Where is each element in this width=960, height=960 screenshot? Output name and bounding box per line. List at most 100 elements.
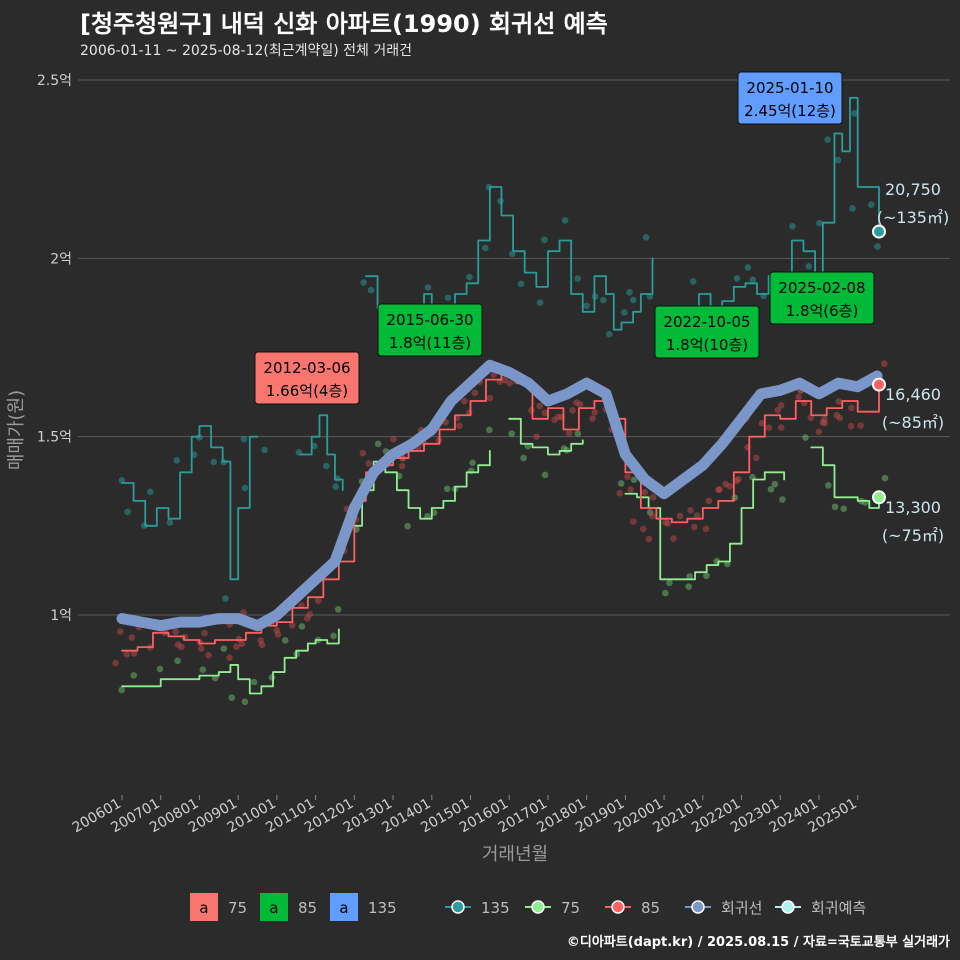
- series-line-75: [121, 628, 340, 695]
- scatter-point: [874, 243, 881, 250]
- scatter-point: [226, 654, 233, 661]
- y-tick-label: 1.5억: [37, 430, 72, 446]
- scatter-point: [172, 628, 179, 636]
- end-point: [872, 224, 886, 239]
- scatter-point: [735, 475, 742, 483]
- scatter-point: [616, 489, 624, 497]
- scatter-point: [726, 482, 733, 490]
- scatter-point: [802, 434, 809, 441]
- legend-label: 75: [228, 899, 247, 917]
- scatter-point: [851, 110, 858, 117]
- scatter-point: [849, 205, 856, 212]
- scatter-point: [197, 645, 205, 652]
- series-line-회귀선: [116, 359, 883, 632]
- legend-label: 회귀선: [721, 899, 762, 917]
- scatter-point: [771, 480, 779, 488]
- legend-key-letter: a: [199, 899, 208, 917]
- scatter-point: [569, 407, 576, 414]
- x-axis-label: 거래년월: [482, 844, 548, 865]
- scatter-point: [233, 643, 240, 650]
- scatter-point: [795, 393, 802, 401]
- annotation-date: 2025-01-10: [746, 79, 833, 97]
- scatter-point: [857, 422, 864, 429]
- scatter-point: [648, 512, 656, 520]
- scatter-point: [816, 219, 823, 227]
- scatter-point: [765, 424, 773, 432]
- scatter-point: [630, 518, 637, 525]
- series-line-75c: [508, 417, 584, 456]
- end-value: 16,460: [885, 385, 941, 404]
- scatter-point: [716, 485, 723, 493]
- scatter-point: [819, 419, 827, 426]
- scatter-point: [815, 428, 823, 436]
- scatter-point: [228, 694, 236, 701]
- scatter-point: [749, 276, 757, 284]
- end-point: [872, 377, 886, 392]
- scatter-point: [649, 494, 657, 501]
- scatter-point: [481, 244, 489, 252]
- scatter-point: [573, 399, 580, 406]
- scatter-point: [536, 402, 543, 410]
- legend-key-letter: a: [269, 899, 278, 917]
- scatter-point: [639, 525, 647, 533]
- scatter-point: [404, 522, 411, 530]
- scatter-point: [508, 430, 515, 437]
- legend-key: [260, 893, 288, 921]
- scatter-point: [662, 589, 669, 597]
- annotations: 2012-03-06 1.66억(4층) 2015-06-30 1.8억(11층) 20…: [254, 71, 875, 405]
- scatter-point: [824, 482, 832, 489]
- annotation-price: 1.8억(11층): [389, 334, 471, 352]
- scatter-point: [268, 674, 276, 681]
- legend-key-letter: a: [339, 899, 348, 917]
- scatter-point: [805, 263, 813, 270]
- scatter-point: [288, 621, 296, 629]
- annotation-date: 2015-06-30: [386, 311, 473, 329]
- legend-key: [190, 893, 218, 921]
- scatter-point: [466, 273, 473, 281]
- annotation-price: 1.8억(6층): [786, 302, 859, 320]
- y-tick-label: 1억: [50, 608, 72, 624]
- scatter-point: [517, 280, 525, 288]
- annotation-price: 1.8억(10층): [666, 336, 748, 354]
- legend-key: [330, 893, 358, 921]
- y-axis-label: 매매가(원): [6, 390, 27, 470]
- scatter-point: [541, 409, 549, 417]
- scatter-point: [261, 446, 268, 454]
- scatter-point: [733, 275, 741, 282]
- scatter-point: [314, 597, 322, 604]
- legend-label: 회귀예측: [811, 899, 866, 917]
- scatter-point: [589, 415, 596, 422]
- scatter-point: [848, 404, 855, 412]
- scatter-point: [626, 288, 633, 296]
- annotation-box: [737, 71, 843, 125]
- scatter-point: [156, 665, 164, 673]
- scatter-point: [629, 296, 637, 304]
- scatter-point: [686, 573, 693, 580]
- scatter-point: [173, 456, 181, 464]
- end-value: 13,300: [885, 498, 941, 517]
- scatter-point: [536, 299, 544, 306]
- scatter-point: [330, 632, 337, 640]
- scatter-point: [250, 678, 258, 686]
- scatter-point: [118, 477, 126, 484]
- scatter-point: [471, 389, 479, 397]
- annotation-box: [377, 303, 483, 357]
- scatter-point: [424, 284, 432, 291]
- series-line-85: [121, 371, 880, 652]
- scatter-point: [201, 629, 208, 637]
- scatter-point: [130, 650, 138, 657]
- x-tick-labels: 2006012007012008012009012010012011012012…: [70, 795, 860, 836]
- scatter-point: [174, 657, 181, 665]
- series-line-135b: [299, 414, 344, 492]
- scatter-point: [334, 605, 342, 613]
- scatter-point: [831, 503, 839, 511]
- legend-dot: [531, 900, 545, 914]
- scatter-point: [599, 296, 607, 304]
- scatter-point: [676, 512, 684, 520]
- scatter-point: [662, 519, 669, 526]
- scatter-point: [444, 294, 452, 302]
- scatter-point: [461, 397, 468, 405]
- scatter-point: [509, 250, 516, 258]
- scatter-point: [205, 652, 212, 659]
- scatter-point: [486, 426, 493, 434]
